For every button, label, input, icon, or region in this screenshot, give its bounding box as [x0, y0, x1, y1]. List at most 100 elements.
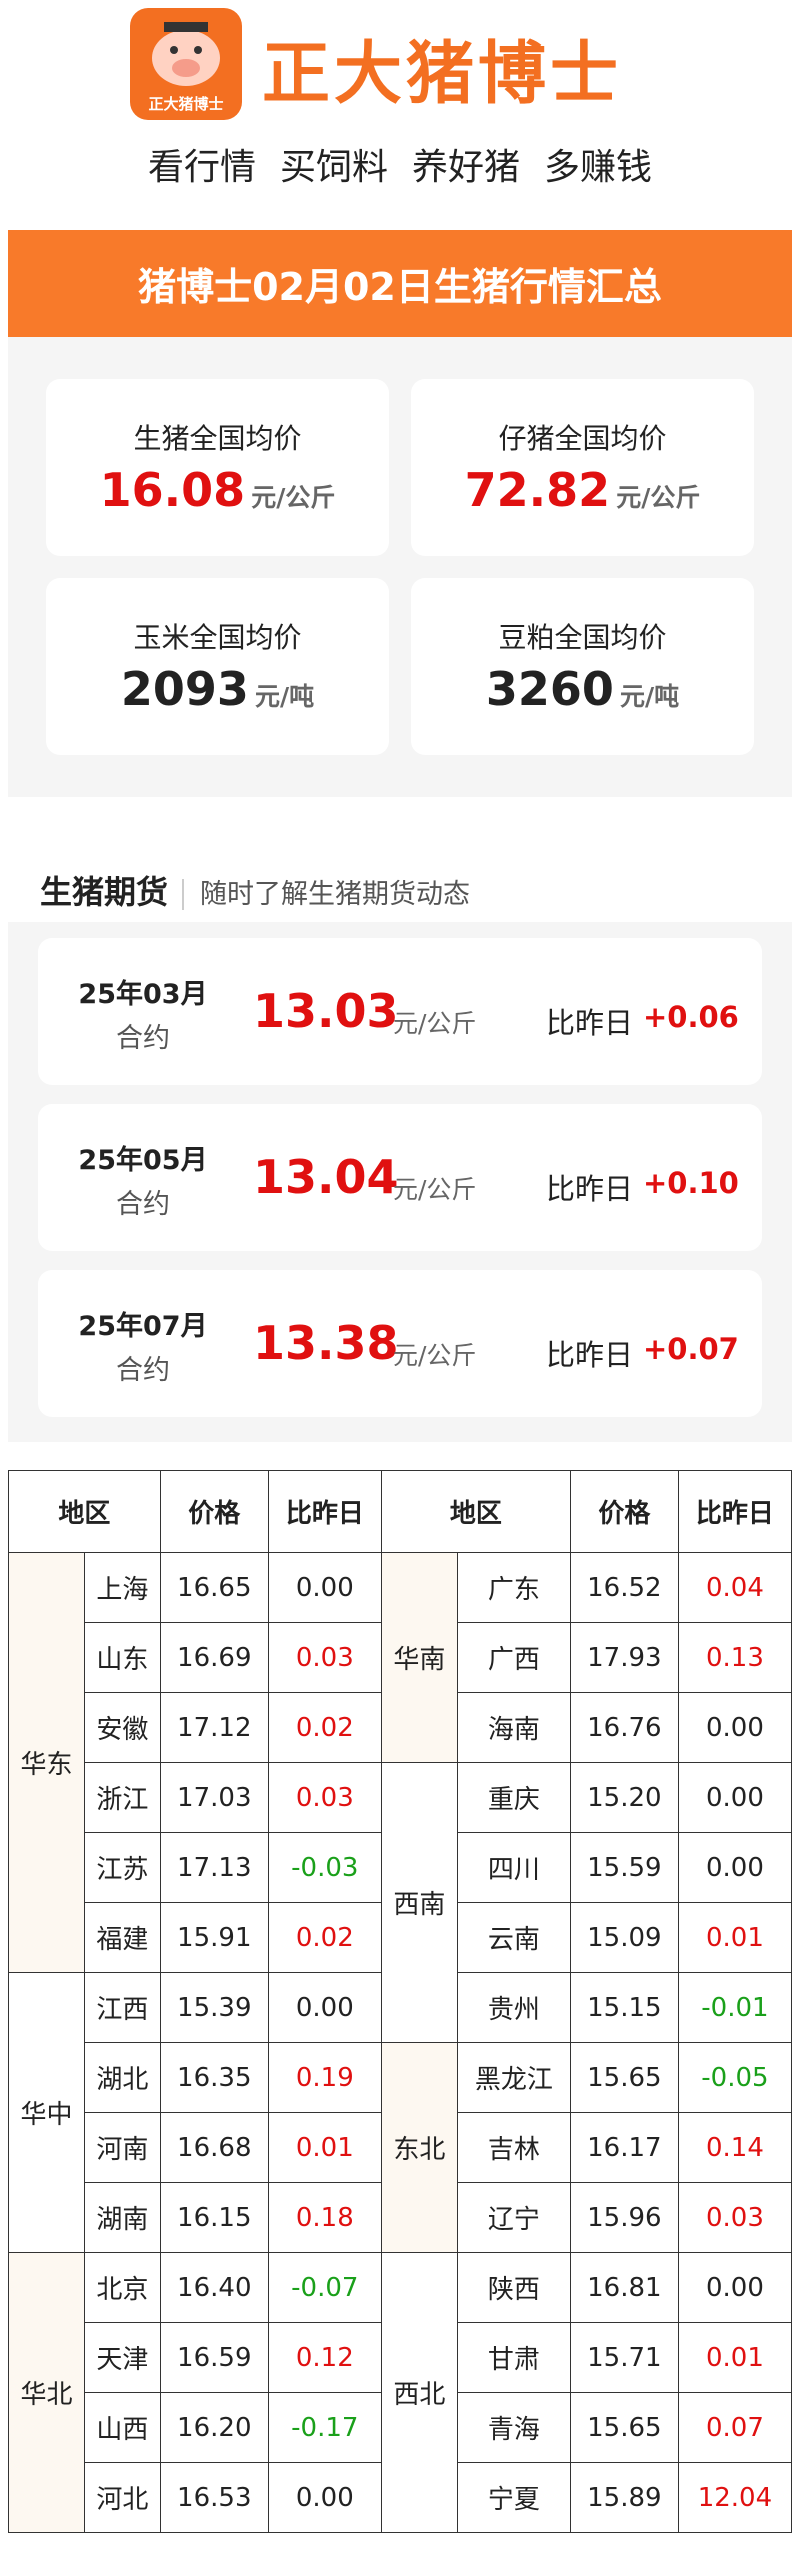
change: 0.00 — [677, 1832, 793, 1903]
province: 河南 — [83, 2112, 161, 2183]
price: 16.69 — [159, 1622, 269, 1693]
change: 0.04 — [677, 1552, 793, 1623]
contract-month: 25年03月 — [78, 979, 208, 1010]
change: 0.00 — [267, 1972, 382, 2043]
region-cell: 华南 — [380, 1552, 458, 1763]
price: 17.93 — [569, 1622, 679, 1693]
province: 江苏 — [83, 1832, 161, 1903]
table-row: 天津 16.59 0.12 甘肃 15.71 0.01 — [9, 2322, 793, 2393]
province: 上海 — [83, 1552, 161, 1623]
price: 16.76 — [569, 1692, 679, 1763]
slogan: 养好猪 — [412, 147, 521, 188]
card-value: 3260 — [485, 662, 614, 716]
contract-label: 合约 — [116, 1355, 170, 1386]
price: 16.65 — [159, 1552, 269, 1623]
table-row: 湖北 16.35 0.19 东北 黑龙江 15.65 -0.05 — [9, 2042, 793, 2253]
region-cell: 华东 — [8, 1552, 85, 1973]
card-value-row: 72.82 元/公斤 — [411, 463, 754, 517]
card-label: 仔猪全国均价 — [498, 422, 667, 455]
price: 16.53 — [159, 2462, 269, 2533]
card-value-row: 2093 元/吨 — [46, 662, 389, 716]
change: 0.03 — [677, 2182, 793, 2253]
change: -0.07 — [267, 2252, 382, 2323]
futures-unit: 元/公斤 — [393, 1175, 477, 1204]
province: 北京 — [83, 2252, 161, 2323]
price: 16.81 — [569, 2252, 679, 2323]
province: 四川 — [456, 1832, 571, 1903]
price: 16.17 — [569, 2112, 679, 2183]
card-label: 玉米全国均价 — [133, 621, 302, 654]
province: 陕西 — [456, 2252, 571, 2323]
change: -0.17 — [267, 2392, 382, 2463]
price-card: 仔猪全国均价 72.82 元/公斤 — [411, 379, 754, 556]
region-cell: 华中 — [8, 1972, 85, 2253]
price: 16.15 — [159, 2182, 269, 2253]
card-value-row: 3260 元/吨 — [411, 662, 754, 716]
region-cell: 华北 — [8, 2252, 85, 2533]
change: 0.18 — [267, 2182, 382, 2253]
futures-title: 生猪期货 随时了解生猪期货动态 — [0, 797, 800, 922]
change: 0.00 — [677, 1692, 793, 1763]
table-row: 福建 15.91 0.02 云南 15.09 0.01 — [9, 1902, 793, 1973]
card-label: 生猪全国均价 — [133, 422, 302, 455]
header: 正大猪博士 正大猪博士 看行情 买饲料 养好猪 多赚钱 — [0, 0, 800, 230]
futures-row: 25年07月 合约 13.38 元/公斤 比昨日 +0.07 — [38, 1270, 762, 1417]
price: 15.20 — [569, 1762, 679, 1833]
section-title: 生猪期货 — [40, 873, 169, 911]
compare-label: 比昨日 — [546, 1338, 634, 1372]
price: 15.15 — [569, 1972, 679, 2043]
table-header: 地区 — [8, 1470, 161, 1553]
pig-icon — [152, 22, 220, 86]
price: 16.52 — [569, 1552, 679, 1623]
change: 12.04 — [677, 2462, 793, 2533]
card-unit: 元/吨 — [619, 682, 680, 711]
change: 0.02 — [267, 1692, 382, 1763]
province: 山东 — [83, 1622, 161, 1693]
table-row: 浙江 17.03 0.03 西南 重庆 15.20 0.00 — [9, 1762, 793, 2043]
price: 16.40 — [159, 2252, 269, 2323]
contract-label: 合约 — [116, 1189, 170, 1220]
region-cell: 西南 — [380, 1762, 458, 2043]
province: 重庆 — [456, 1762, 571, 1833]
compare-label: 比昨日 — [546, 1006, 634, 1040]
futures-change: +0.07 — [643, 1332, 739, 1366]
table-row: 河南 16.68 0.01 吉林 16.17 0.14 — [9, 2112, 793, 2183]
province: 江西 — [83, 1972, 161, 2043]
price: 15.59 — [569, 1832, 679, 1903]
section-subtitle: 随时了解生猪期货动态 — [182, 879, 471, 910]
card-unit: 元/公斤 — [251, 483, 336, 512]
table-row: 河北 16.53 0.00 宁夏 15.89 12.04 — [9, 2462, 793, 2533]
table-row: 江苏 17.13 -0.03 四川 15.59 0.00 — [9, 1832, 793, 1903]
futures-price: 13.04 — [253, 1150, 399, 1204]
change: 0.13 — [677, 1622, 793, 1693]
card-value: 16.08 — [99, 463, 246, 517]
table-row: 安徽 17.12 0.02 海南 16.76 0.00 — [9, 1692, 793, 1763]
province: 云南 — [456, 1902, 571, 1973]
province: 广东 — [456, 1552, 571, 1623]
slogan: 买饲料 — [279, 147, 388, 188]
table-row: 华北 北京 16.40 -0.07 西北 陕西 16.81 0.00 — [8, 2252, 793, 2533]
province: 海南 — [456, 1692, 571, 1763]
province: 黑龙江 — [456, 2042, 571, 2113]
change: 0.00 — [677, 2252, 793, 2323]
contract-month: 25年05月 — [78, 1145, 208, 1176]
change: 0.12 — [267, 2322, 382, 2393]
card-unit: 元/公斤 — [616, 483, 701, 512]
slogans: 看行情 买饲料 养好猪 多赚钱 — [0, 138, 800, 190]
futures-row: 25年05月 合约 13.04 元/公斤 比昨日 +0.10 — [38, 1104, 762, 1251]
price-card: 豆粕全国均价 3260 元/吨 — [411, 578, 754, 755]
price-card: 生猪全国均价 16.08 元/公斤 — [46, 379, 389, 556]
price: 17.13 — [159, 1832, 269, 1903]
price: 17.12 — [159, 1692, 269, 1763]
table-header: 价格 — [159, 1470, 269, 1553]
table-header: 地区 — [380, 1470, 571, 1553]
banner: 猪博士02月02日生猪行情汇总 — [8, 230, 792, 337]
price: 17.03 — [159, 1762, 269, 1833]
province: 广西 — [456, 1622, 571, 1693]
futures-change: +0.06 — [643, 1000, 739, 1034]
change: 0.00 — [677, 1762, 793, 1833]
futures-change: +0.10 — [643, 1166, 739, 1200]
price: 16.35 — [159, 2042, 269, 2113]
table-header: 比昨日 — [677, 1470, 793, 1553]
